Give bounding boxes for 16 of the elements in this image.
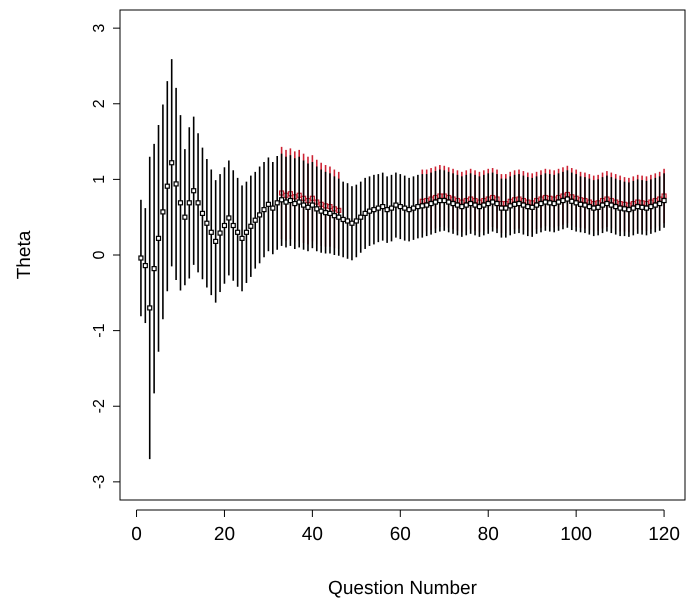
x-tick-label: 40 bbox=[302, 524, 323, 545]
x-tick-label: 20 bbox=[214, 524, 236, 545]
y-tick-label: 1 bbox=[91, 174, 108, 184]
x-tick-label: 120 bbox=[648, 524, 680, 545]
x-tick-label: 0 bbox=[131, 524, 142, 545]
y-tick-label: -2 bbox=[91, 399, 108, 414]
x-axis-title: Question Number bbox=[328, 578, 478, 599]
x-tick-label: 60 bbox=[390, 524, 411, 545]
y-tick-label: 2 bbox=[91, 99, 108, 108]
y-tick-label: 0 bbox=[91, 250, 108, 260]
y-tick-label: -1 bbox=[91, 323, 108, 338]
x-tick-label: 80 bbox=[478, 524, 499, 545]
y-tick-label: 3 bbox=[91, 24, 108, 33]
y-axis-title: Theta bbox=[14, 230, 35, 280]
x-tick-label: 100 bbox=[560, 524, 592, 545]
y-tick-label: -3 bbox=[91, 474, 108, 489]
